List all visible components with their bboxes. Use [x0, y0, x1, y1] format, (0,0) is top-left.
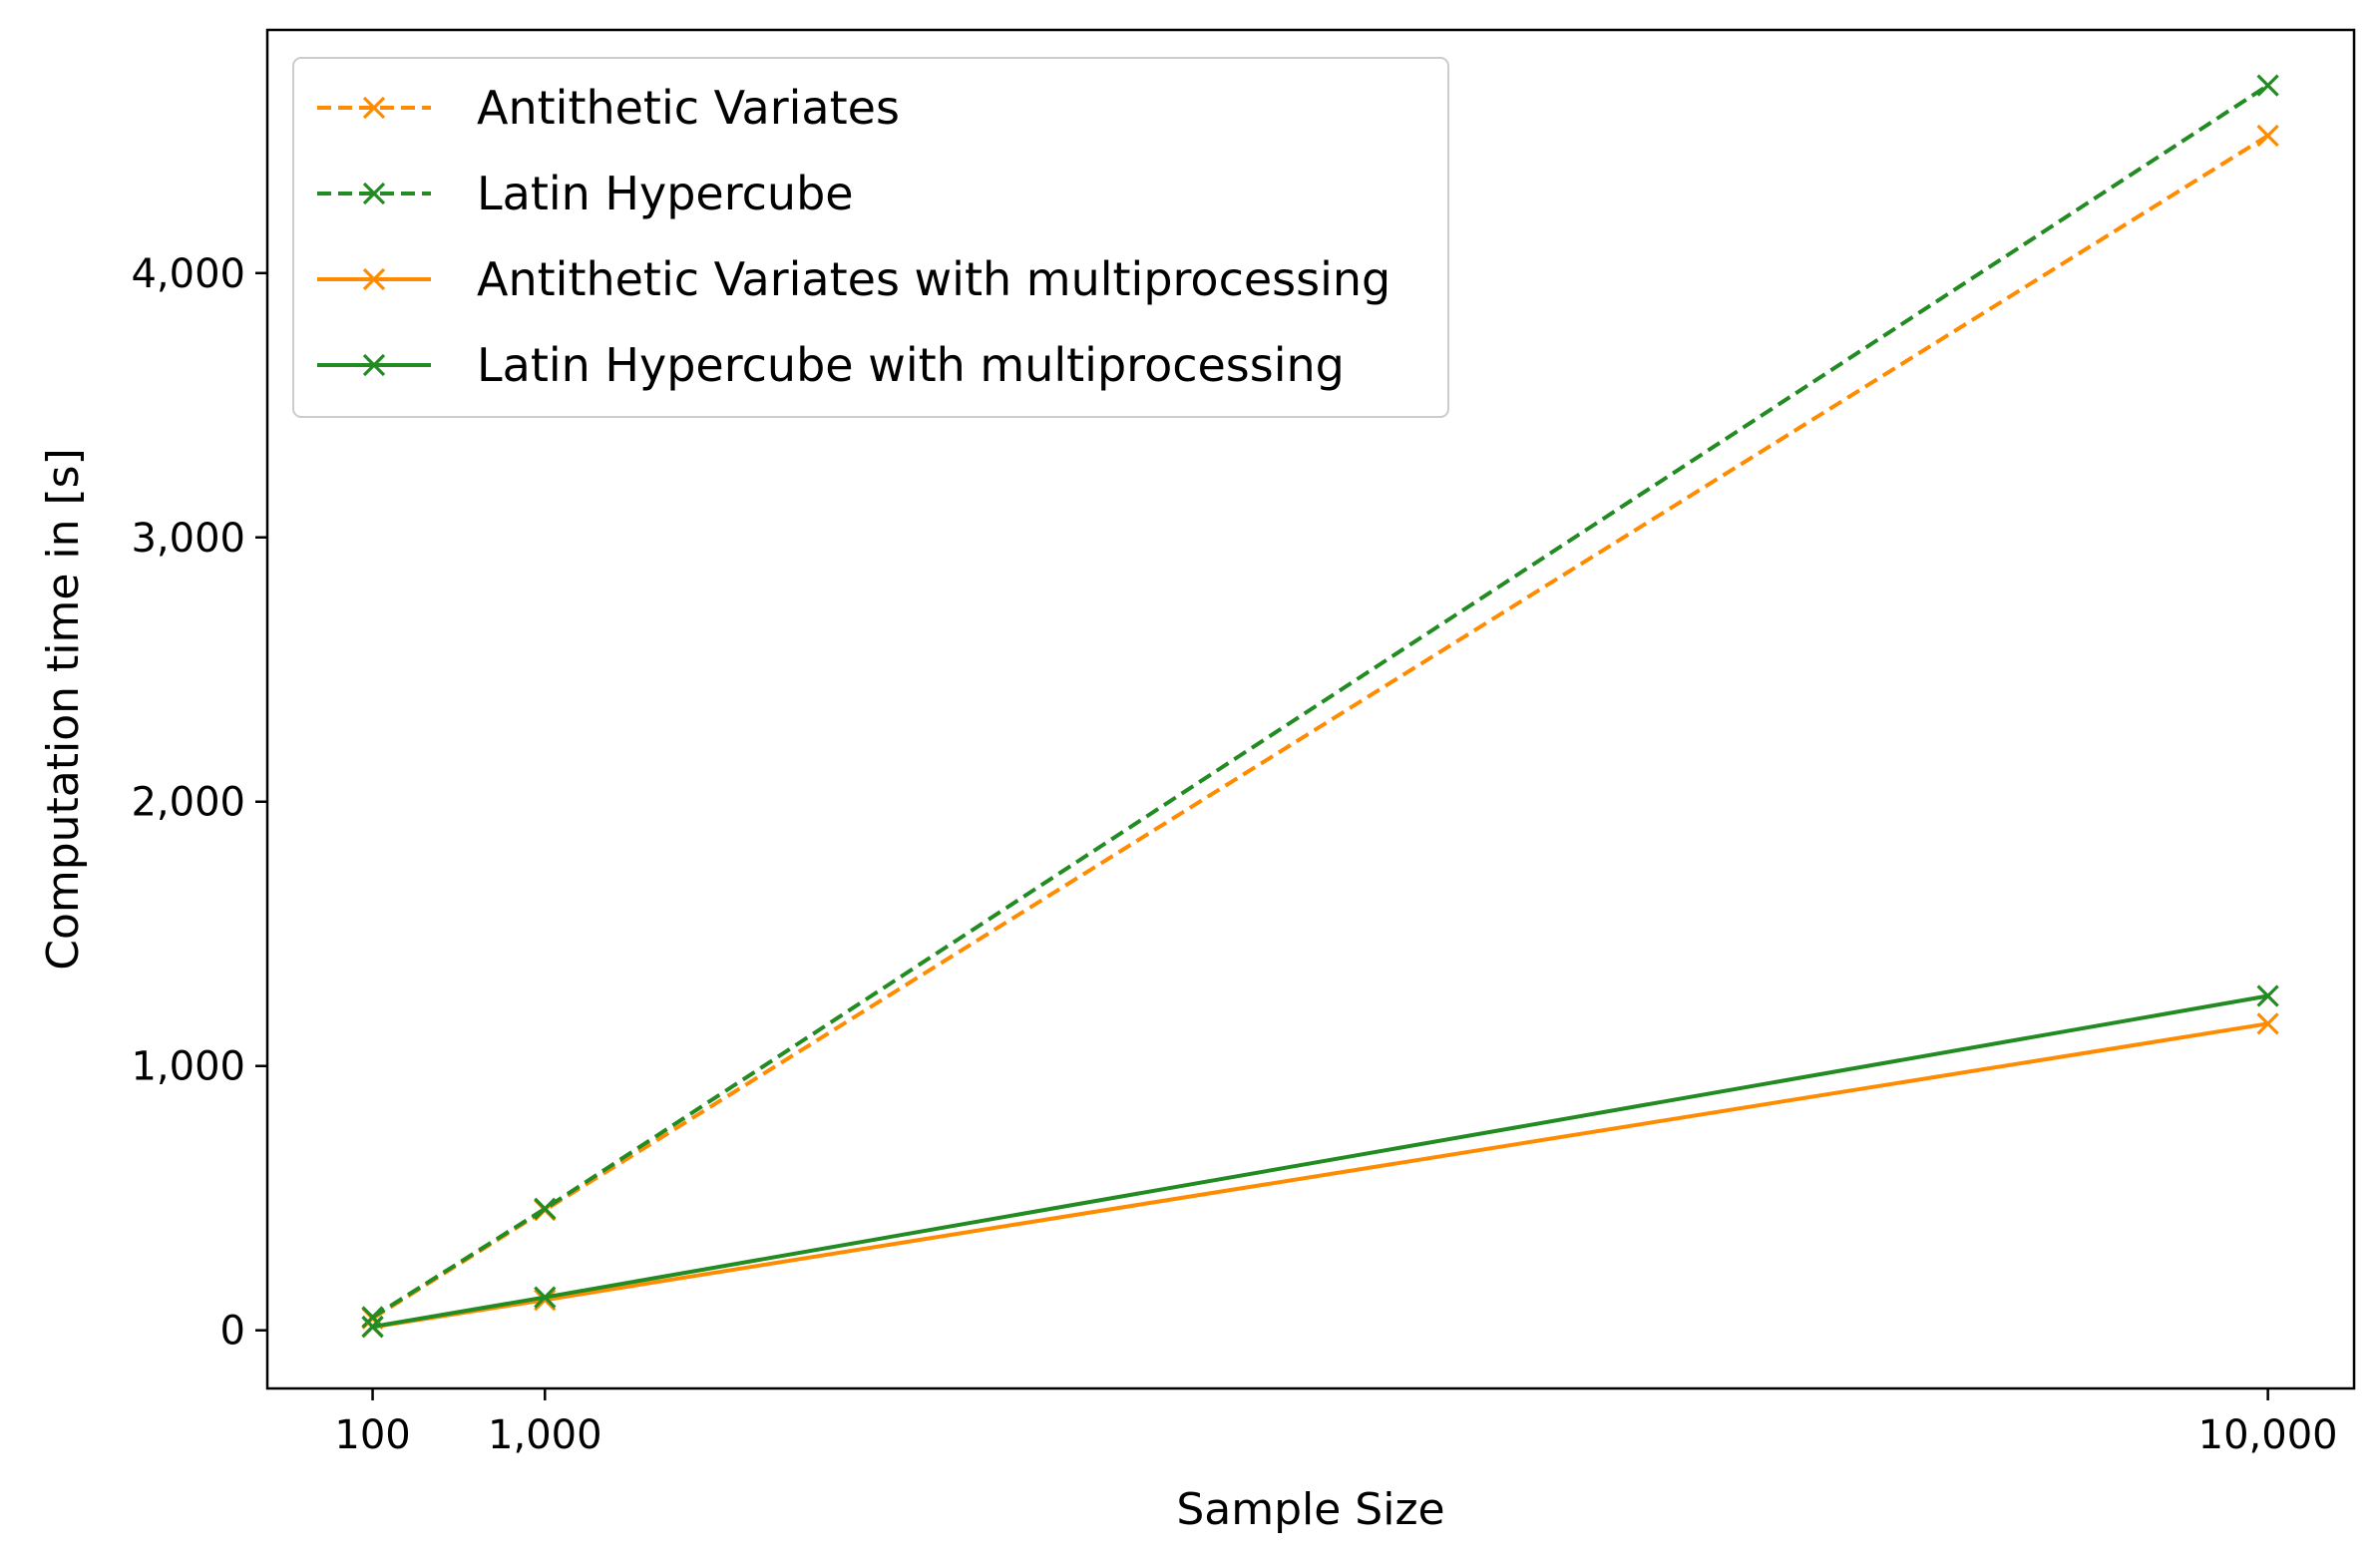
y-tick-label: 0 [220, 1309, 245, 1355]
legend-label: Antithetic Variates with multiprocessing [477, 252, 1390, 306]
series-layer [361, 74, 2279, 1339]
series-latin-hypercube-with-multiprocessing [361, 984, 2279, 1339]
legend-marker [362, 182, 386, 205]
legend: Antithetic Variates Latin Hypercube Antith… [292, 57, 1449, 418]
x-tick-label: 10,000 [2198, 1412, 2338, 1458]
legend-marker [362, 267, 386, 291]
x-axis: 100 1,000 10,000 [334, 1388, 2338, 1458]
latin-hypercube-line [371, 83, 2269, 1320]
legend-label: Latin Hypercube [477, 167, 854, 220]
y-tick-label: 3,000 [131, 516, 245, 562]
latin-hypercube-point [2256, 74, 2279, 97]
antithetic-variates-with-multiprocessing-point [2256, 1012, 2279, 1035]
y-tick-label: 2,000 [131, 780, 245, 826]
legend-item-antithetic-variates: Antithetic Variates [317, 81, 900, 135]
x-tick-label: 1,000 [488, 1412, 602, 1458]
legend-marker [362, 96, 386, 120]
legend-label: Latin Hypercube with multiprocessing [477, 338, 1345, 392]
y-tick-label: 1,000 [131, 1044, 245, 1090]
legend-item-antithetic-variates-with-multiprocessing: Antithetic Variates with multiprocessing [317, 252, 1390, 306]
legend-item-latin-hypercube-with-multiprocessing: Latin Hypercube with multiprocessing [317, 338, 1345, 392]
legend-box [292, 57, 1449, 418]
antithetic-variates-point [2256, 124, 2279, 148]
legend-marker [362, 353, 386, 377]
plot-frame [265, 28, 2356, 1390]
y-axis: 0 1,000 2,000 3,000 4,000 [131, 251, 267, 1355]
latin-hypercube-point [534, 1197, 557, 1220]
y-tick-label: 4,000 [131, 251, 245, 297]
x-axis-label: Sample Size [1176, 1484, 1444, 1535]
legend-item-latin-hypercube: Latin Hypercube [317, 167, 854, 220]
antithetic-variates-with-multiprocessing-point [534, 1289, 557, 1312]
latin-hypercube-with-multiprocessing-point [2256, 984, 2279, 1007]
x-tick-label: 100 [334, 1412, 410, 1458]
latin-hypercube-with-multiprocessing-point [534, 1286, 557, 1309]
y-axis-label: Computation time in [s] [38, 448, 89, 971]
legend-label: Antithetic Variates [477, 81, 900, 135]
latin-hypercube-with-multiprocessing-point [361, 1315, 384, 1339]
